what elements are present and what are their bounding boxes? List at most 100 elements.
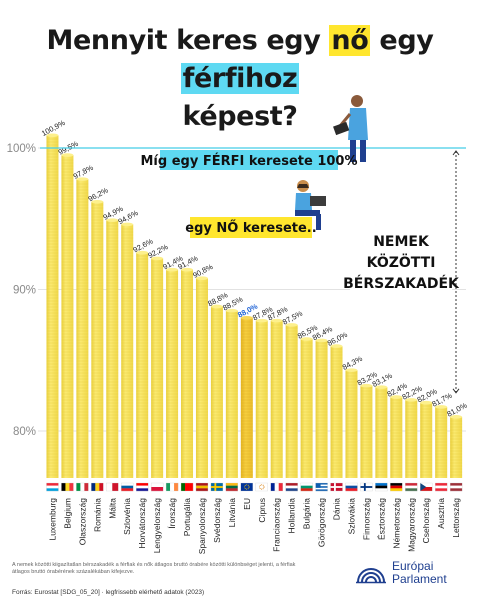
category-label: Lettország xyxy=(451,498,461,538)
coin-top xyxy=(435,405,448,409)
coin-top xyxy=(255,318,268,323)
bar-eu xyxy=(240,316,253,478)
category-label: Észtország xyxy=(376,498,386,540)
category-label: Magyarország xyxy=(406,498,416,552)
flag-icon xyxy=(76,482,89,492)
coin-top xyxy=(106,218,119,222)
title-part-2: egy xyxy=(370,25,434,56)
bar-country xyxy=(210,304,223,478)
flag-icon xyxy=(165,482,179,492)
male-callout: Míg egy FÉRFI keresete 100% xyxy=(141,153,358,169)
flag-icon xyxy=(91,482,104,492)
gap-label-line-3: BÉRSZAKADÉK xyxy=(343,275,460,292)
category-label: Málta xyxy=(107,498,117,519)
flag-icon xyxy=(435,482,448,492)
flag-icon xyxy=(449,482,463,492)
man-figure-icon xyxy=(333,95,368,162)
category-label: Írország xyxy=(167,498,177,529)
category-label: Portugália xyxy=(182,498,192,537)
bar-body xyxy=(61,155,74,478)
title-part-3: képest? xyxy=(182,101,298,132)
y-tick-label: 80% xyxy=(13,426,36,438)
category-label: Szlovénia xyxy=(122,498,132,535)
coin-top xyxy=(121,222,134,227)
bar-country xyxy=(420,400,433,478)
flag-icon xyxy=(360,482,373,492)
coin-top xyxy=(270,318,283,323)
bar-country xyxy=(61,153,74,478)
coin-top xyxy=(345,368,358,372)
flag-icon xyxy=(121,482,134,492)
gap-label-line-2: KÖZÖTTI xyxy=(367,253,436,271)
coin-top xyxy=(166,267,179,272)
flag-icon xyxy=(270,482,283,492)
title-part-1: Mennyit keres egy xyxy=(46,25,330,56)
x-axis-labels: Luxemburg Belgium Olaszország Románia Málta S… xyxy=(47,498,461,555)
coin-top xyxy=(181,267,194,272)
female-callout-bg xyxy=(190,217,312,238)
bar-body xyxy=(151,258,164,478)
bar-country xyxy=(315,338,328,478)
coin-top xyxy=(315,338,328,343)
bar-body xyxy=(270,320,283,478)
bar-country xyxy=(390,395,403,478)
bar-country xyxy=(195,276,208,478)
male-callout-bg xyxy=(160,150,338,170)
bar-country xyxy=(91,199,104,478)
y-axis-ticks: 80% 90% 100% xyxy=(7,143,36,438)
y-tick-label: 100% xyxy=(7,143,36,155)
bar-body xyxy=(285,324,298,478)
flag-icon xyxy=(420,482,433,492)
bar-body xyxy=(46,135,59,478)
flag-icon xyxy=(240,482,253,492)
category-label: Németország xyxy=(391,498,401,549)
bar-body xyxy=(76,179,89,478)
bar-country xyxy=(151,256,164,478)
gap-arrow-bottom-icon xyxy=(452,388,460,394)
bar-body xyxy=(136,252,149,478)
woman-figure-icon xyxy=(295,180,326,230)
bar-country xyxy=(345,368,358,478)
bar-country xyxy=(181,267,194,478)
coin-top xyxy=(390,395,403,399)
flag-icon xyxy=(315,482,328,492)
coin-top xyxy=(330,344,343,348)
flag-icon xyxy=(106,482,119,492)
flag-icon xyxy=(210,482,224,492)
bar-country xyxy=(375,385,388,478)
bar-country xyxy=(121,222,134,478)
category-label: Ciprus xyxy=(257,498,267,523)
parliament-emblem-icon xyxy=(356,568,386,584)
flag-icon xyxy=(195,482,209,492)
gender-gap-label: NEMEK KÖZÖTTI BÉRSZAKADÉK xyxy=(343,228,460,300)
bar-country xyxy=(300,337,313,478)
bar-country xyxy=(450,415,463,478)
bar-body xyxy=(390,397,403,478)
category-label: Belgium xyxy=(62,498,72,529)
chart-title: Mennyit keres egy nő egy férfihoz képest… xyxy=(0,22,480,136)
category-label: Olaszország xyxy=(77,498,87,546)
flag-icon xyxy=(46,482,59,492)
title-highlight-woman: nő xyxy=(329,25,371,56)
coin-top xyxy=(151,256,164,261)
flag-icon xyxy=(225,482,239,492)
flag-icon xyxy=(150,482,164,492)
bar-country xyxy=(136,250,149,478)
flag-icon xyxy=(285,482,298,492)
european-parliament-logo: Európai Parlament xyxy=(356,560,447,586)
female-callout: egy NŐ keresete.. xyxy=(185,220,316,236)
footnote: A nemek közötti kiigazítatlan bérszakadé… xyxy=(12,562,296,575)
bar-country xyxy=(106,218,119,479)
bar-country xyxy=(330,344,343,478)
category-label: Spanyolország xyxy=(197,498,207,555)
category-label: Ausztria xyxy=(436,498,446,529)
category-label: Finnország xyxy=(361,498,371,540)
bar-country xyxy=(76,177,89,478)
coin-top xyxy=(375,385,388,389)
bar-body xyxy=(420,402,433,478)
coin-top xyxy=(76,177,89,181)
flag-icon xyxy=(255,482,268,492)
category-label: Litvánia xyxy=(227,498,237,528)
coin-top xyxy=(136,250,149,255)
flag-icon xyxy=(300,482,313,492)
